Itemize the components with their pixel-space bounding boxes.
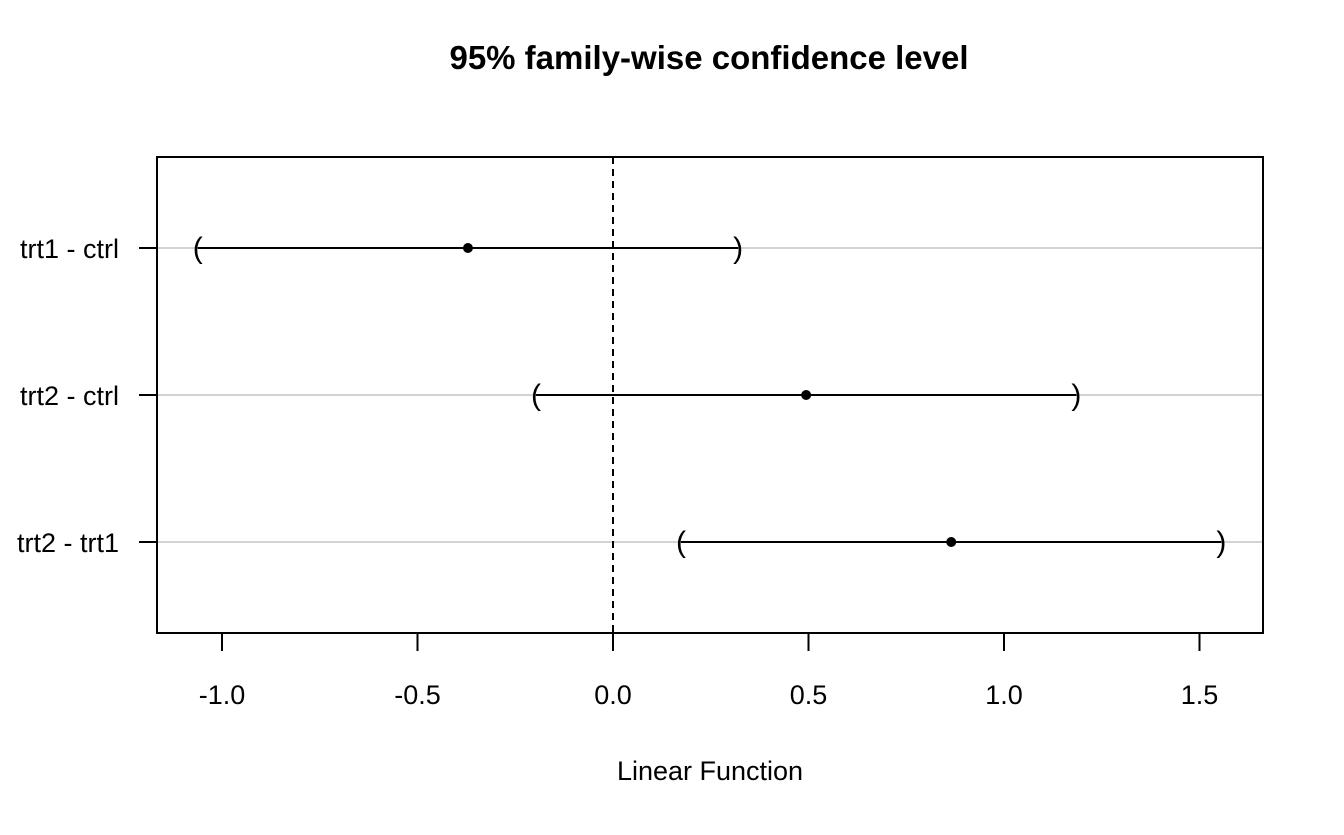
upper-bound-bracket: ) bbox=[733, 232, 743, 265]
upper-bound-bracket: ) bbox=[1071, 379, 1081, 412]
y-tick-label: trt1 - ctrl bbox=[20, 234, 119, 264]
y-tick-label: trt2 - ctrl bbox=[20, 381, 119, 411]
x-axis: -1.0 -0.5 0.0 0.5 1.0 1.5 bbox=[199, 632, 1219, 710]
x-tick-label: 0.0 bbox=[594, 680, 632, 710]
lower-bound-bracket: ( bbox=[193, 232, 203, 265]
x-tick-label: 0.5 bbox=[790, 680, 828, 710]
point-estimate bbox=[946, 537, 957, 547]
lower-bound-bracket: ( bbox=[531, 379, 541, 412]
upper-bound-bracket: ) bbox=[1216, 526, 1226, 559]
x-tick-label: 1.5 bbox=[1181, 680, 1219, 710]
lower-bound-bracket: ( bbox=[676, 526, 686, 559]
x-tick-label: 1.0 bbox=[985, 680, 1023, 710]
interval-marks: () () () bbox=[193, 232, 1227, 559]
y-axis: trt1 - ctrl trt2 - ctrl trt2 - trt1 bbox=[17, 234, 157, 558]
point-estimate bbox=[801, 390, 812, 400]
x-axis-label: Linear Function bbox=[617, 756, 803, 786]
x-tick-label: -0.5 bbox=[394, 680, 441, 710]
x-tick-label: -1.0 bbox=[199, 680, 246, 710]
chart-title: 95% family-wise confidence level bbox=[449, 39, 968, 76]
y-tick-label: trt2 - trt1 bbox=[17, 528, 119, 558]
point-estimate bbox=[462, 243, 473, 253]
